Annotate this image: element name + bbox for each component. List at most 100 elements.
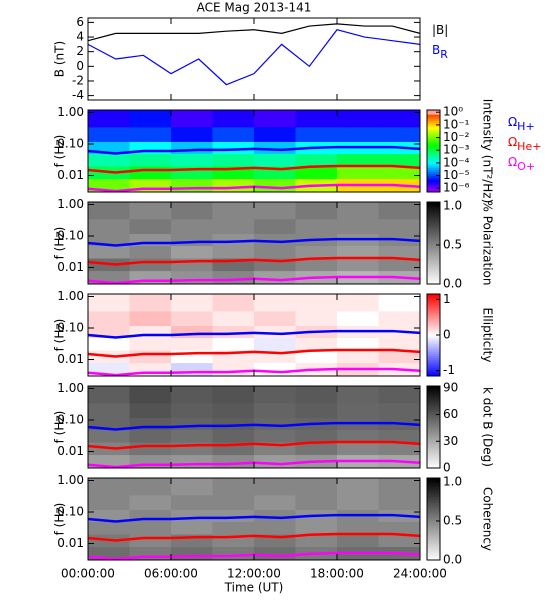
colorbar-step <box>427 316 440 320</box>
y-axis-label: B (nT) <box>53 41 67 77</box>
heatmap-cell <box>171 454 213 469</box>
colorbar-step <box>427 177 440 181</box>
colorbar-step <box>427 496 440 499</box>
colorbar-step <box>427 521 440 524</box>
legend-subscript: O+ <box>517 160 535 173</box>
colorbar-tick-label: 0 <box>443 461 451 475</box>
heatmap-cell <box>129 202 172 220</box>
colorbar-tick-label: 10⁻¹ <box>443 117 470 131</box>
heatmap-cell <box>171 202 213 220</box>
colorbar-step <box>427 210 440 213</box>
heatmap-cell <box>129 402 172 419</box>
colorbar-step <box>427 367 440 371</box>
y-tick-label: 0.10 <box>57 137 84 151</box>
colorbar-step <box>427 371 440 375</box>
heatmap-cell <box>88 429 130 443</box>
colorbar-step <box>427 494 440 497</box>
heatmap-cell <box>171 521 213 535</box>
heatmap-cell <box>337 202 379 220</box>
heatmap-cell <box>337 386 379 404</box>
y-tick-label: 1.00 <box>57 105 84 119</box>
heatmap-cell <box>254 294 296 312</box>
colorbar-tick-label: 1.0 <box>443 198 462 212</box>
heatmap-cell <box>337 337 379 351</box>
colorbar-step <box>427 218 440 221</box>
heatmap-cell <box>337 166 379 180</box>
colorbar-step <box>427 161 440 164</box>
y-tick-label: 4 <box>76 30 84 44</box>
heatmap-cell <box>337 350 379 364</box>
colorbar-step <box>427 482 440 485</box>
colorbar-step <box>427 392 440 395</box>
colorbar-step <box>427 535 440 538</box>
colorbar-tick-label: 10⁻³ <box>443 143 470 157</box>
colorbar-step <box>427 157 440 160</box>
heatmap-cell <box>88 521 130 535</box>
heatmap-cell <box>378 245 421 259</box>
colorbar-step <box>427 153 440 156</box>
colorbar-tick-label: 90 <box>443 380 458 394</box>
heatmap-cell <box>337 110 379 128</box>
heatmap-cell <box>212 478 255 496</box>
y-tick-label: 0.10 <box>57 413 84 427</box>
colorbar-step <box>427 310 440 313</box>
y-tick-label: 0.01 <box>57 260 84 274</box>
heatmap-cell <box>129 337 172 351</box>
heatmap-cell <box>212 402 255 419</box>
colorbar-step <box>427 506 440 510</box>
heatmap-cell <box>337 218 379 235</box>
colorbar-step <box>427 330 440 334</box>
colorbar-step <box>427 259 440 262</box>
colorbar-step <box>427 175 440 179</box>
colorbar-label: Coherency <box>481 487 495 551</box>
colorbar-step <box>427 318 440 322</box>
heatmap-cell <box>171 386 213 404</box>
heatmap-cell <box>171 126 213 143</box>
colorbar-step <box>427 300 440 303</box>
colorbar-step <box>427 555 440 559</box>
heatmap-cell <box>129 166 172 180</box>
heatmap-cell <box>212 310 255 327</box>
heatmap-cell <box>254 429 296 443</box>
colorbar-step <box>427 281 440 285</box>
series-line <box>87 532 421 542</box>
colorbar-step <box>427 144 440 148</box>
heatmap-cell <box>378 386 421 404</box>
colorbar-step <box>427 265 440 269</box>
colorbar-step <box>427 339 440 342</box>
y-tick-label: 0 <box>76 59 84 73</box>
colorbar-step <box>427 429 440 432</box>
y-tick-label: 6 <box>76 15 84 29</box>
colorbar-step <box>427 212 440 215</box>
heatmap-cell <box>295 478 338 496</box>
heatmap-cell <box>254 402 296 419</box>
panel: 0.0 0.5 1.0 Coherency 0.01 0.10 1.00 00:00:00 06… <box>53 473 495 595</box>
heatmap-cell <box>295 310 338 327</box>
colorbar-step <box>427 388 440 391</box>
colorbar-step <box>427 136 440 140</box>
heatmap-cell <box>337 153 379 167</box>
heatmap-cell <box>88 478 130 496</box>
heatmap-cell <box>378 310 421 327</box>
colorbar-frame <box>426 477 441 561</box>
heatmap-cell <box>171 233 213 246</box>
legend-subscript: R <box>440 48 448 61</box>
heatmap-cell <box>88 153 130 167</box>
colorbar-step <box>427 279 440 283</box>
colorbar-step <box>427 545 440 549</box>
colorbar-step <box>427 357 440 361</box>
colorbar-step <box>427 232 440 236</box>
colorbar-step <box>427 179 440 183</box>
colorbar-step <box>427 308 440 311</box>
heatmap-cell <box>337 402 379 419</box>
colorbar-step <box>427 394 440 397</box>
colorbar-tick-label: 1 <box>443 292 451 306</box>
heatmap-cell <box>129 153 172 167</box>
colorbar-step <box>427 335 440 338</box>
colorbar-step <box>427 488 440 491</box>
colorbar-tick-label: 0.5 <box>443 513 462 527</box>
colorbar-tick-label: 30 <box>443 434 458 448</box>
colorbar-step <box>427 437 440 440</box>
colorbar-step <box>427 240 440 244</box>
heatmap-cell <box>378 402 421 419</box>
